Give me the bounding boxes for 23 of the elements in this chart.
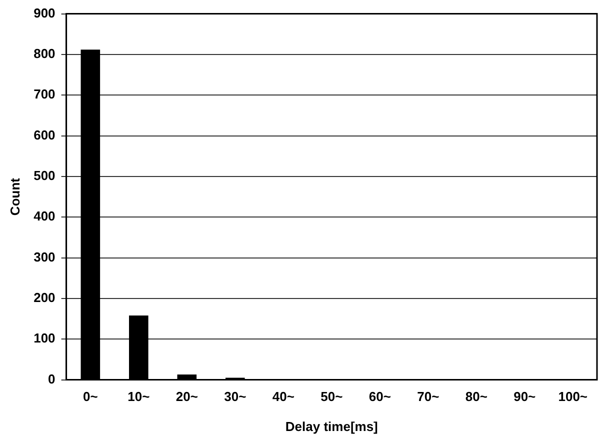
y-tick-label: 0 [48,371,56,386]
y-tick-label: 900 [34,5,56,20]
y-axis-title: Count [7,177,22,216]
y-tick-label: 300 [34,249,56,264]
y-tick-label: 700 [34,86,56,102]
x-tick-label: 70~ [417,389,440,404]
x-tick-label: 60~ [368,389,392,404]
y-tick-label: 500 [34,168,56,184]
y-tick-label: 400 [34,208,56,224]
y-tick-label: 200 [34,290,56,306]
y-tick-label: 600 [34,127,56,142]
x-tick-label: 10~ [128,389,150,404]
x-tick-label: 0~ [83,389,98,404]
x-tick-label: 40~ [272,389,295,404]
x-axis-title: Delay time[ms] [285,418,378,434]
x-tick-label: 80~ [465,389,488,404]
x-tick-label: 30~ [224,389,247,404]
x-tick-label: 20~ [176,389,198,404]
y-tick-label: 100 [34,330,56,346]
x-tick-label: 100~ [558,389,588,404]
x-tick-label: 50~ [320,389,344,404]
x-tick-label: 90~ [514,389,536,404]
y-tick-label: 800 [34,46,56,62]
